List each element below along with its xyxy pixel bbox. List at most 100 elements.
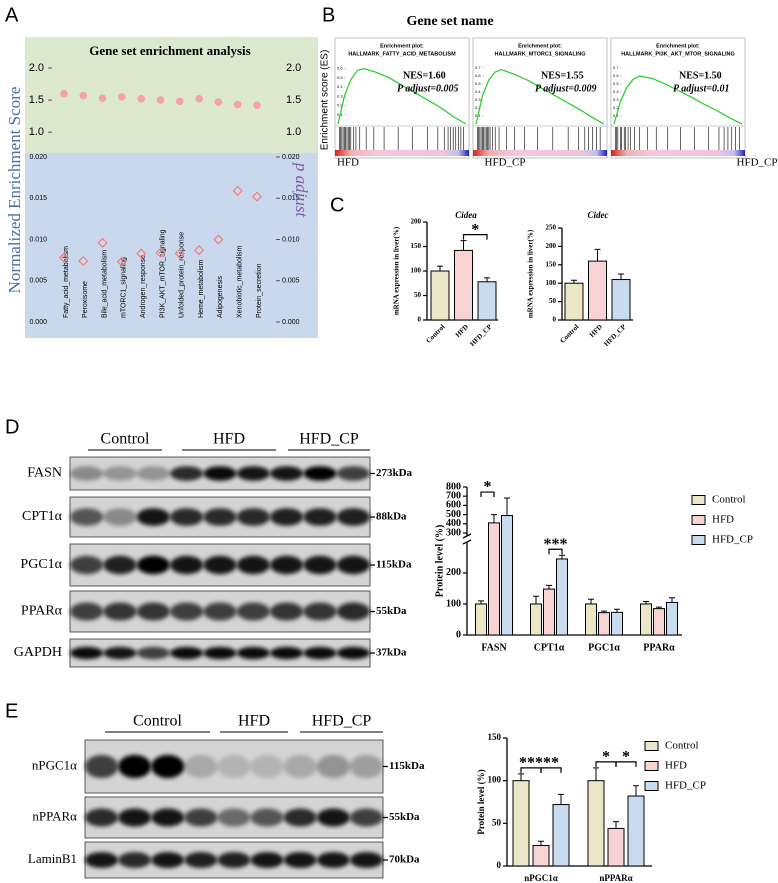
blot-band [316,852,350,868]
plot-title: Enrichment plot: [656,43,700,49]
plot-title: Enrichment plot: [518,43,562,49]
blot-band [70,508,104,526]
blot-band [349,852,384,868]
legend-label: Control [712,494,746,506]
x-tick-label: HFD [454,323,470,339]
blot-band [236,555,270,575]
y-tick-label: 1.5 [29,94,44,106]
category-label: Androgen_response [140,255,147,318]
blot-band [250,852,284,868]
blot-band [85,852,119,868]
y-tick-label: 200 [446,567,461,578]
blot-band [136,602,170,621]
blot-band [85,808,119,827]
blot-band [303,602,337,621]
blot-band [170,508,204,526]
x-end-label: HFD [337,157,359,169]
y-tick-label: 2.0 [29,62,44,74]
y-tick-label: 1.0 [286,126,301,138]
error-bar [518,773,524,781]
y-tick-label: 0 [418,316,422,324]
y-tick-label: 250 [546,224,557,232]
y-tick-label: 200 [546,242,557,250]
blot-group-label: HFD_CP [312,713,372,730]
nes-dot [98,94,107,102]
blot-band [236,466,270,481]
blot-band [316,754,350,779]
x-end-label: HFD_CP [485,157,526,169]
y-tick-label: 800 [446,481,461,492]
nes-dot [214,98,223,106]
significance-bracket [615,761,637,767]
blot-group-label: Control [133,713,182,730]
bar [543,588,555,636]
y-axis-label: Protein level (%) [476,769,486,834]
y-axis-label: Normalized Enrichment Score [5,87,24,294]
blot-band [336,466,371,481]
blot-band [151,754,185,779]
x-tick-label: PGC1α [588,642,620,653]
padj-label: P adjust=0.009 [535,83,596,94]
blot-band [203,646,237,660]
nes-dot [176,97,184,106]
blot-band [270,508,304,526]
bar [532,845,550,867]
y-tick-label: 100 [446,598,461,609]
bar [430,270,450,321]
blot-row-label: nPPARα [32,808,77,823]
y2-tick-label: 0.015 [29,195,47,202]
bar [607,827,625,867]
blot-size-label: 70kDa [389,854,420,866]
blot-band [270,646,304,660]
blot-band [270,602,304,621]
bar [666,601,678,636]
error-bar [437,265,443,271]
y2-tick-label: 0.020 [29,154,47,161]
x-tick-label: nPGC1α [524,873,558,883]
error-bar [558,793,564,805]
chart-title: Gene set enrichment analysis [89,43,250,58]
bar [640,603,652,636]
significance-label: * [622,749,630,766]
blot-band [118,852,152,868]
es-curve [337,67,467,125]
y-tick-label: 0.2 [475,105,481,110]
error-bar [669,597,675,603]
p-adjust-diamond [251,191,263,202]
y-tick-label: 100 [488,775,502,785]
error-bar [571,279,577,284]
blot-band [136,508,170,526]
error-bar [484,277,490,282]
panel-label: E [5,700,18,722]
blot-band [303,555,337,575]
y2-tick-label: 0.000 [29,319,47,326]
legend-label: Control [665,740,699,752]
p-adjust-diamond [155,247,166,258]
y-tick-label: 50 [414,291,422,299]
blot-band [203,508,237,526]
legend-swatch [691,535,706,545]
blot-band [283,808,317,827]
p-adjust-diamond [136,248,147,259]
significance-bracket [548,548,563,555]
y-tick-label: 2.0 [286,62,301,74]
error-bar [633,785,639,797]
upper-panel-bg [25,37,318,153]
nes-label: NES=1.60 [403,70,446,81]
nes-dot [118,93,126,101]
bar [454,249,473,321]
blot-band [103,508,137,526]
blot-band [270,555,304,575]
plot-title: HALLMARK_FATTY_ACID_METABOLISM [348,51,456,57]
blot-band [336,646,371,660]
y2-tick-label: 0.000 [282,319,300,326]
y2-tick-label: 0.020 [282,154,300,161]
blot-row-label: FASN [27,466,62,481]
bar [477,281,497,321]
plot-title: Enrichment plot: [380,43,424,49]
blot-band [217,754,251,779]
bar [512,780,530,867]
bar [611,279,631,321]
es-curve [475,68,605,125]
